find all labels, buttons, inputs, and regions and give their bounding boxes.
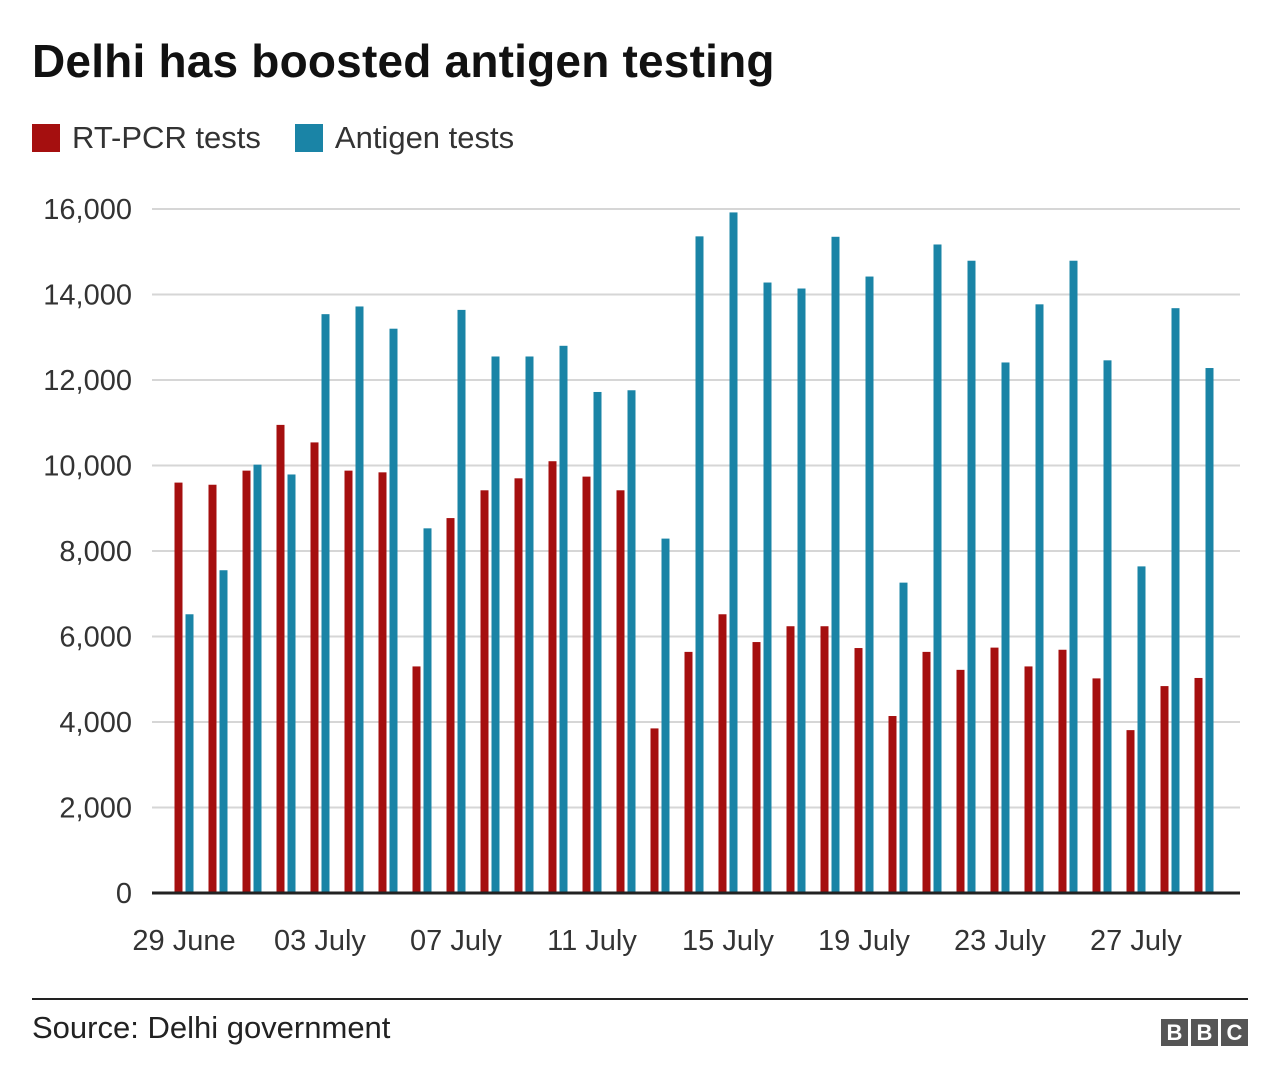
bar-rtpcr — [344, 470, 353, 893]
x-tick-label: 11 July — [547, 925, 637, 957]
y-tick-label: 0 — [116, 878, 132, 910]
legend-swatch-antigen — [294, 124, 323, 152]
bar-antigen — [423, 528, 432, 893]
bar-antigen — [627, 390, 636, 893]
bar-chart: 0 2,000 4,000 6,000 8,000 10,000 12,000 14,000 1… — [43, 194, 1240, 957]
x-tick-label: 07 July — [410, 925, 502, 957]
bar-rtpcr — [446, 518, 455, 893]
bar-antigen — [185, 614, 194, 893]
bar-rtpcr — [616, 490, 625, 893]
bar-antigen — [831, 236, 840, 894]
bar-antigen — [457, 309, 466, 893]
bar-antigen — [695, 236, 704, 894]
source-note: Source: Delhi government — [32, 1010, 391, 1045]
bar-antigen — [763, 282, 772, 893]
bar-antigen — [967, 260, 976, 893]
legend-label-antigen: Antigen tests — [334, 120, 515, 155]
bar-antigen — [253, 464, 262, 893]
legend-label-rtpcr: RT-PCR tests — [72, 120, 261, 155]
bbc-logo-letter: B — [1161, 1019, 1188, 1046]
bar-rtpcr — [1194, 677, 1203, 893]
bar-rtpcr — [378, 472, 387, 893]
bar-rtpcr — [854, 648, 863, 893]
bar-antigen — [491, 356, 500, 893]
bar-rtpcr — [650, 728, 659, 893]
bar-rtpcr — [820, 626, 829, 893]
bar-rtpcr — [922, 651, 931, 893]
bar-rtpcr — [1058, 649, 1067, 893]
bar-antigen — [389, 328, 398, 893]
legend-item-rtpcr: RT-PCR tests — [32, 120, 261, 156]
bar-rtpcr — [276, 424, 285, 893]
bar-rtpcr — [582, 476, 591, 893]
chart-legend: RT-PCR tests Antigen tests — [32, 120, 548, 156]
bbc-logo-letter: B — [1191, 1019, 1218, 1046]
bar-rtpcr — [208, 484, 217, 893]
bar-rtpcr — [548, 461, 557, 893]
bar-rtpcr — [412, 666, 421, 893]
y-tick-label: 14,000 — [43, 280, 132, 312]
bar-antigen — [525, 356, 534, 893]
bar-rtpcr — [718, 614, 727, 893]
bar-antigen — [661, 538, 670, 893]
bar-antigen — [1171, 308, 1180, 893]
bar-rtpcr — [1160, 686, 1169, 893]
y-tick-label: 10,000 — [43, 451, 132, 483]
x-tick-label: 23 July — [954, 925, 1046, 957]
bar-rtpcr — [1092, 678, 1101, 893]
bar-rtpcr — [1126, 730, 1135, 893]
bar-antigen — [1001, 362, 1010, 893]
bar-antigen — [933, 244, 942, 894]
legend-item-antigen: Antigen tests — [294, 120, 515, 156]
y-tick-label: 12,000 — [43, 365, 132, 397]
y-tick-label: 8,000 — [59, 536, 132, 568]
bar-antigen — [1137, 566, 1146, 893]
bar-antigen — [321, 314, 330, 893]
bar-antigen — [219, 570, 228, 893]
chart-title: Delhi has boosted antigen testing — [32, 35, 775, 87]
bar-antigen — [287, 474, 296, 893]
bar-antigen — [559, 345, 568, 893]
bbc-logo-letter: C — [1221, 1019, 1248, 1046]
bar-antigen — [797, 288, 806, 893]
bar-antigen — [1035, 304, 1044, 893]
y-tick-label: 6,000 — [59, 622, 132, 654]
bar-rtpcr — [888, 716, 897, 893]
y-tick-label: 4,000 — [59, 707, 132, 739]
bar-antigen — [1103, 360, 1112, 894]
bar-antigen — [1205, 368, 1214, 893]
bbc-logo: B B C — [1158, 1019, 1248, 1046]
bar-antigen — [865, 276, 874, 893]
bar-rtpcr — [752, 642, 761, 893]
legend-swatch-rtpcr — [32, 124, 60, 152]
bar-antigen — [593, 391, 602, 893]
bar-rtpcr — [990, 647, 999, 893]
bar-rtpcr — [684, 651, 693, 893]
bar-rtpcr — [1024, 666, 1033, 893]
x-tick-label: 03 July — [274, 925, 366, 957]
bar-rtpcr — [956, 669, 965, 893]
bar-antigen — [729, 212, 738, 894]
bar-rtpcr — [480, 490, 489, 893]
bar-antigen — [899, 582, 908, 893]
bar-rtpcr — [174, 482, 183, 893]
x-tick-label: 15 July — [682, 925, 774, 957]
bar-antigen — [355, 306, 364, 894]
bar-rtpcr — [514, 478, 523, 893]
x-tick-label: 27 July — [1090, 925, 1182, 957]
x-tick-label: 29 June — [132, 925, 235, 957]
footer-divider — [32, 998, 1248, 1000]
x-tick-label: 19 July — [818, 925, 910, 957]
y-tick-label: 2,000 — [59, 793, 132, 825]
bar-antigen — [1069, 260, 1078, 893]
bar-rtpcr — [242, 470, 251, 893]
y-tick-label: 16,000 — [43, 194, 132, 226]
bar-rtpcr — [786, 626, 795, 893]
bar-rtpcr — [310, 442, 319, 893]
